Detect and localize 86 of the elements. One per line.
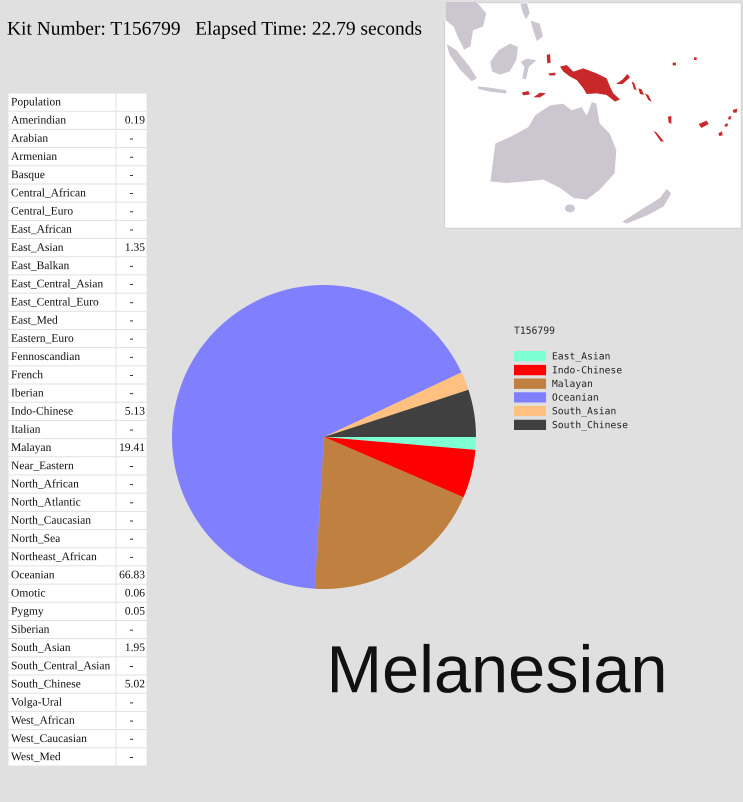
pie-slice [314, 437, 464, 589]
category-label: Siberian [12, 624, 50, 633]
category-label: Omotic [11, 588, 46, 597]
data-label: 0.05 [125, 607, 145, 615]
category-label: East_Asian [11, 243, 64, 252]
category-label: Iberian [11, 388, 44, 397]
data-label: 0.19 [125, 116, 145, 124]
category-label: French [11, 370, 43, 378]
category-label: Central_African [11, 188, 86, 198]
category-label: Indo-Chinese [11, 406, 73, 415]
data-label: - [130, 556, 134, 558]
category-label: Amerindian [11, 116, 66, 124]
category-label: Volga-Ural [11, 698, 62, 708]
data-label: - [130, 630, 134, 631]
category-label: Basque [11, 170, 45, 181]
category-label: Italian [11, 424, 40, 433]
data-label: 0.06 [125, 588, 145, 597]
category-label: Arabian [11, 134, 48, 142]
text: Melanesian [332, 644, 664, 693]
data-label: - [130, 138, 134, 140]
category-label: North_Caucasian [11, 516, 91, 526]
category-label: South_Asian [12, 643, 70, 653]
text: Population [11, 97, 61, 108]
category-label: Pygmy [11, 607, 44, 618]
data-label: - [130, 356, 134, 358]
data-label: - [130, 193, 134, 194]
legend-title: T156799 [514, 326, 554, 334]
category-label: East_Central_Asian [11, 279, 104, 289]
category-label: North_African [11, 479, 79, 489]
category-label: Northeast_African [11, 552, 97, 562]
category-label: Armenian [11, 152, 57, 160]
category-label: East_Med [11, 316, 58, 326]
data-label: - [130, 302, 134, 304]
data-label: - [130, 174, 134, 176]
category-label: Central_Euro [11, 206, 73, 216]
pie-slice [324, 437, 476, 498]
data-label: - [130, 538, 134, 540]
category-label: East_African [11, 224, 72, 234]
data-label: 1.35 [126, 243, 145, 252]
legend-label: Indo-Chinese [552, 366, 622, 374]
pie-slice [324, 437, 476, 450]
legend-label: East_Asian [552, 352, 610, 362]
category-label: Malayan [11, 442, 52, 454]
category-label: East_Balkan [11, 261, 70, 271]
pie-slice [324, 372, 468, 437]
category-label: South_Chinese [12, 679, 80, 689]
data-label: - [130, 211, 134, 212]
data-label: - [130, 338, 134, 340]
data-label: - [130, 520, 134, 522]
data-label: - [130, 266, 134, 267]
data-label: - [130, 666, 134, 667]
data-label: - [130, 502, 134, 504]
data-label: - [130, 738, 134, 740]
text: Kit Number: T156799 Elapsed Time: 22.79 seconds [8, 21, 422, 39]
legend-label: Malayan [552, 380, 592, 389]
pie-slice [172, 285, 462, 589]
data-label: - [130, 466, 134, 467]
data-label: - [130, 484, 134, 486]
data-label: 5.02 [125, 680, 144, 688]
data-label: - [130, 393, 134, 394]
category-label: Near_Eastern [11, 462, 74, 471]
data-label: 1.95 [126, 643, 145, 652]
data-label: - [130, 156, 134, 158]
data-label: 5.13 [125, 406, 145, 415]
legend-label: Oceanian [552, 393, 598, 401]
category-label: Fennoscandian [11, 352, 80, 360]
data-label: - [130, 320, 134, 322]
category-label: North_Atlantic [11, 498, 80, 508]
category-label: East_Central_Euro [11, 297, 98, 307]
data-label: - [130, 757, 134, 758]
category-label: Eastern_Euro [11, 334, 74, 344]
data-label: - [130, 720, 134, 722]
legend-label: South_Asian [552, 406, 616, 417]
pie-slice [324, 390, 476, 437]
category-label: South_Central_Asian [12, 661, 110, 671]
data-label: - [130, 284, 134, 285]
category-label: Oceanian [11, 570, 54, 578]
data-label: 19.41 [120, 443, 144, 452]
data-label: - [130, 375, 134, 376]
category-label: West_Caucasian [11, 734, 87, 744]
data-label: 66.83 [120, 570, 145, 578]
category-label: North_Sea [11, 534, 60, 544]
data-label: - [130, 702, 134, 704]
category-label: West_Med [11, 752, 61, 762]
legend-label: South_Chinese [552, 420, 628, 430]
category-label: West_African [11, 716, 75, 726]
